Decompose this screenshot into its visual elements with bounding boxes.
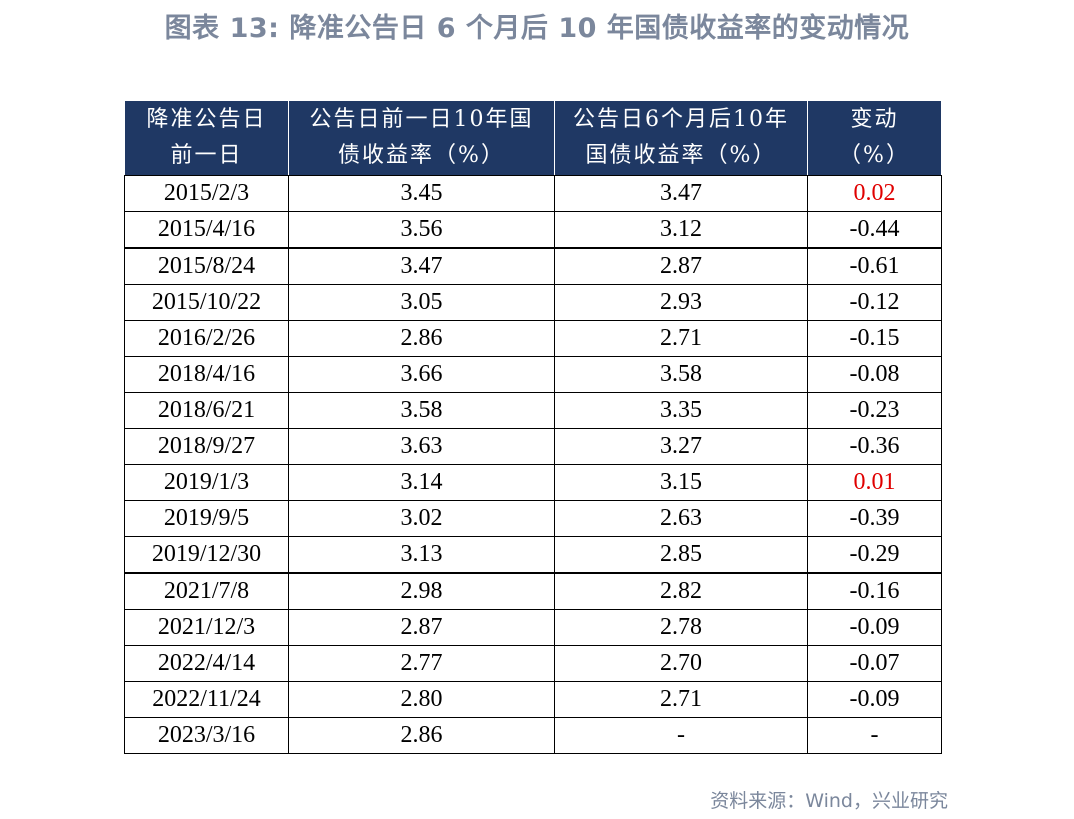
table-row: 2019/12/30 3.13 2.85 -0.29 <box>124 536 942 574</box>
cell-yield-before: 3.63 <box>288 428 555 465</box>
cell-yield-before: 3.47 <box>288 247 555 285</box>
cell-yield-after: 2.82 <box>554 572 808 610</box>
header-line: 国债收益率（%） <box>585 143 777 168</box>
source-note: 资料来源：Wind，兴业研究 <box>710 790 948 812</box>
cell-change: -0.36 <box>807 428 942 465</box>
cell-yield-before: 3.56 <box>288 211 555 249</box>
cell-yield-before: 3.05 <box>288 284 555 321</box>
cell-date: 2021/7/8 <box>124 572 289 610</box>
yield-change-table: 降准公告日 前一日 公告日前一日10年国 债收益率（%） 公告日6个月后10年 … <box>124 100 942 754</box>
header-line: 降准公告日 <box>146 107 267 132</box>
cell-change: -0.39 <box>807 500 942 537</box>
table-body: 2015/2/3 3.45 3.47 0.02 2015/4/16 3.56 3… <box>124 175 942 754</box>
cell-date: 2016/2/26 <box>124 320 289 357</box>
cell-yield-before: 2.87 <box>288 609 555 646</box>
cell-date: 2019/12/30 <box>124 536 289 574</box>
cell-change: -0.07 <box>807 645 942 682</box>
cell-change: -0.23 <box>807 392 942 429</box>
table-header-row: 降准公告日 前一日 公告日前一日10年国 债收益率（%） 公告日6个月后10年 … <box>124 100 942 176</box>
cell-change: -0.15 <box>807 320 942 357</box>
cell-yield-after: 2.70 <box>554 645 808 682</box>
cell-yield-after: 2.85 <box>554 536 808 574</box>
header-announcement-date: 降准公告日 前一日 <box>124 100 289 176</box>
cell-change: - <box>807 717 942 754</box>
table-row: 2015/4/16 3.56 3.12 -0.44 <box>124 211 942 249</box>
cell-change: -0.09 <box>807 609 942 646</box>
cell-change: -0.09 <box>807 681 942 718</box>
cell-yield-before: 3.58 <box>288 392 555 429</box>
table-row: 2016/2/26 2.86 2.71 -0.15 <box>124 320 942 357</box>
cell-date: 2015/2/3 <box>124 175 289 212</box>
cell-yield-after: 2.71 <box>554 681 808 718</box>
table-row: 2015/10/22 3.05 2.93 -0.12 <box>124 284 942 321</box>
cell-change: -0.08 <box>807 356 942 393</box>
cell-yield-before: 2.77 <box>288 645 555 682</box>
cell-date: 2019/9/5 <box>124 500 289 537</box>
cell-date: 2021/12/3 <box>124 609 289 646</box>
header-line: 公告日前一日10年国 <box>309 107 534 132</box>
cell-change: -0.29 <box>807 536 942 574</box>
cell-yield-after: 2.93 <box>554 284 808 321</box>
cell-yield-after: 3.27 <box>554 428 808 465</box>
cell-yield-after: 3.58 <box>554 356 808 393</box>
header-yield-after-6m: 公告日6个月后10年 国债收益率（%） <box>554 100 808 176</box>
cell-date: 2018/9/27 <box>124 428 289 465</box>
cell-date: 2015/4/16 <box>124 211 289 249</box>
cell-yield-after: - <box>554 717 808 754</box>
header-change: 变动 （%） <box>807 100 942 176</box>
cell-date: 2022/11/24 <box>124 681 289 718</box>
cell-yield-before: 3.45 <box>288 175 555 212</box>
cell-yield-after: 3.15 <box>554 464 808 501</box>
cell-date: 2023/3/16 <box>124 717 289 754</box>
table-row: 2015/8/24 3.47 2.87 -0.61 <box>124 247 942 285</box>
cell-yield-before: 3.66 <box>288 356 555 393</box>
cell-yield-after: 3.47 <box>554 175 808 212</box>
cell-yield-after: 2.87 <box>554 247 808 285</box>
table-row: 2022/11/24 2.80 2.71 -0.09 <box>124 681 942 718</box>
table-row: 2018/4/16 3.66 3.58 -0.08 <box>124 356 942 393</box>
cell-yield-after: 3.12 <box>554 211 808 249</box>
cell-yield-after: 3.35 <box>554 392 808 429</box>
table-row: 2021/12/3 2.87 2.78 -0.09 <box>124 609 942 646</box>
table-row: 2019/9/5 3.02 2.63 -0.39 <box>124 500 942 537</box>
header-line: 债收益率（%） <box>338 143 505 168</box>
header-yield-before: 公告日前一日10年国 债收益率（%） <box>288 100 555 176</box>
figure-title: 图表 13: 降准公告日 6 个月后 10 年国债收益率的变动情况 <box>164 13 910 44</box>
cell-change: -0.44 <box>807 211 942 249</box>
table-row: 2018/9/27 3.63 3.27 -0.36 <box>124 428 942 465</box>
cell-change: -0.61 <box>807 247 942 285</box>
cell-yield-after: 2.78 <box>554 609 808 646</box>
cell-date: 2019/1/3 <box>124 464 289 501</box>
cell-yield-before: 3.02 <box>288 500 555 537</box>
header-line: 前一日 <box>170 143 243 168</box>
cell-change: 0.02 <box>807 175 942 212</box>
header-line: （%） <box>839 143 910 168</box>
cell-date: 2022/4/14 <box>124 645 289 682</box>
cell-change: -0.12 <box>807 284 942 321</box>
cell-yield-before: 2.86 <box>288 717 555 754</box>
cell-yield-before: 3.13 <box>288 536 555 574</box>
table-row: 2022/4/14 2.77 2.70 -0.07 <box>124 645 942 682</box>
cell-yield-before: 2.98 <box>288 572 555 610</box>
header-line: 公告日6个月后10年 <box>573 107 789 132</box>
table-row: 2018/6/21 3.58 3.35 -0.23 <box>124 392 942 429</box>
cell-yield-after: 2.71 <box>554 320 808 357</box>
table-row: 2021/7/8 2.98 2.82 -0.16 <box>124 572 942 610</box>
cell-yield-before: 2.86 <box>288 320 555 357</box>
table-row: 2019/1/3 3.14 3.15 0.01 <box>124 464 942 501</box>
cell-yield-before: 2.80 <box>288 681 555 718</box>
cell-date: 2018/6/21 <box>124 392 289 429</box>
cell-date: 2015/10/22 <box>124 284 289 321</box>
table-row: 2023/3/16 2.86 - - <box>124 717 942 754</box>
cell-date: 2018/4/16 <box>124 356 289 393</box>
cell-change: 0.01 <box>807 464 942 501</box>
cell-change: -0.16 <box>807 572 942 610</box>
header-line: 变动 <box>850 107 899 132</box>
cell-date: 2015/8/24 <box>124 247 289 285</box>
cell-yield-before: 3.14 <box>288 464 555 501</box>
cell-yield-after: 2.63 <box>554 500 808 537</box>
table-row: 2015/2/3 3.45 3.47 0.02 <box>124 175 942 212</box>
